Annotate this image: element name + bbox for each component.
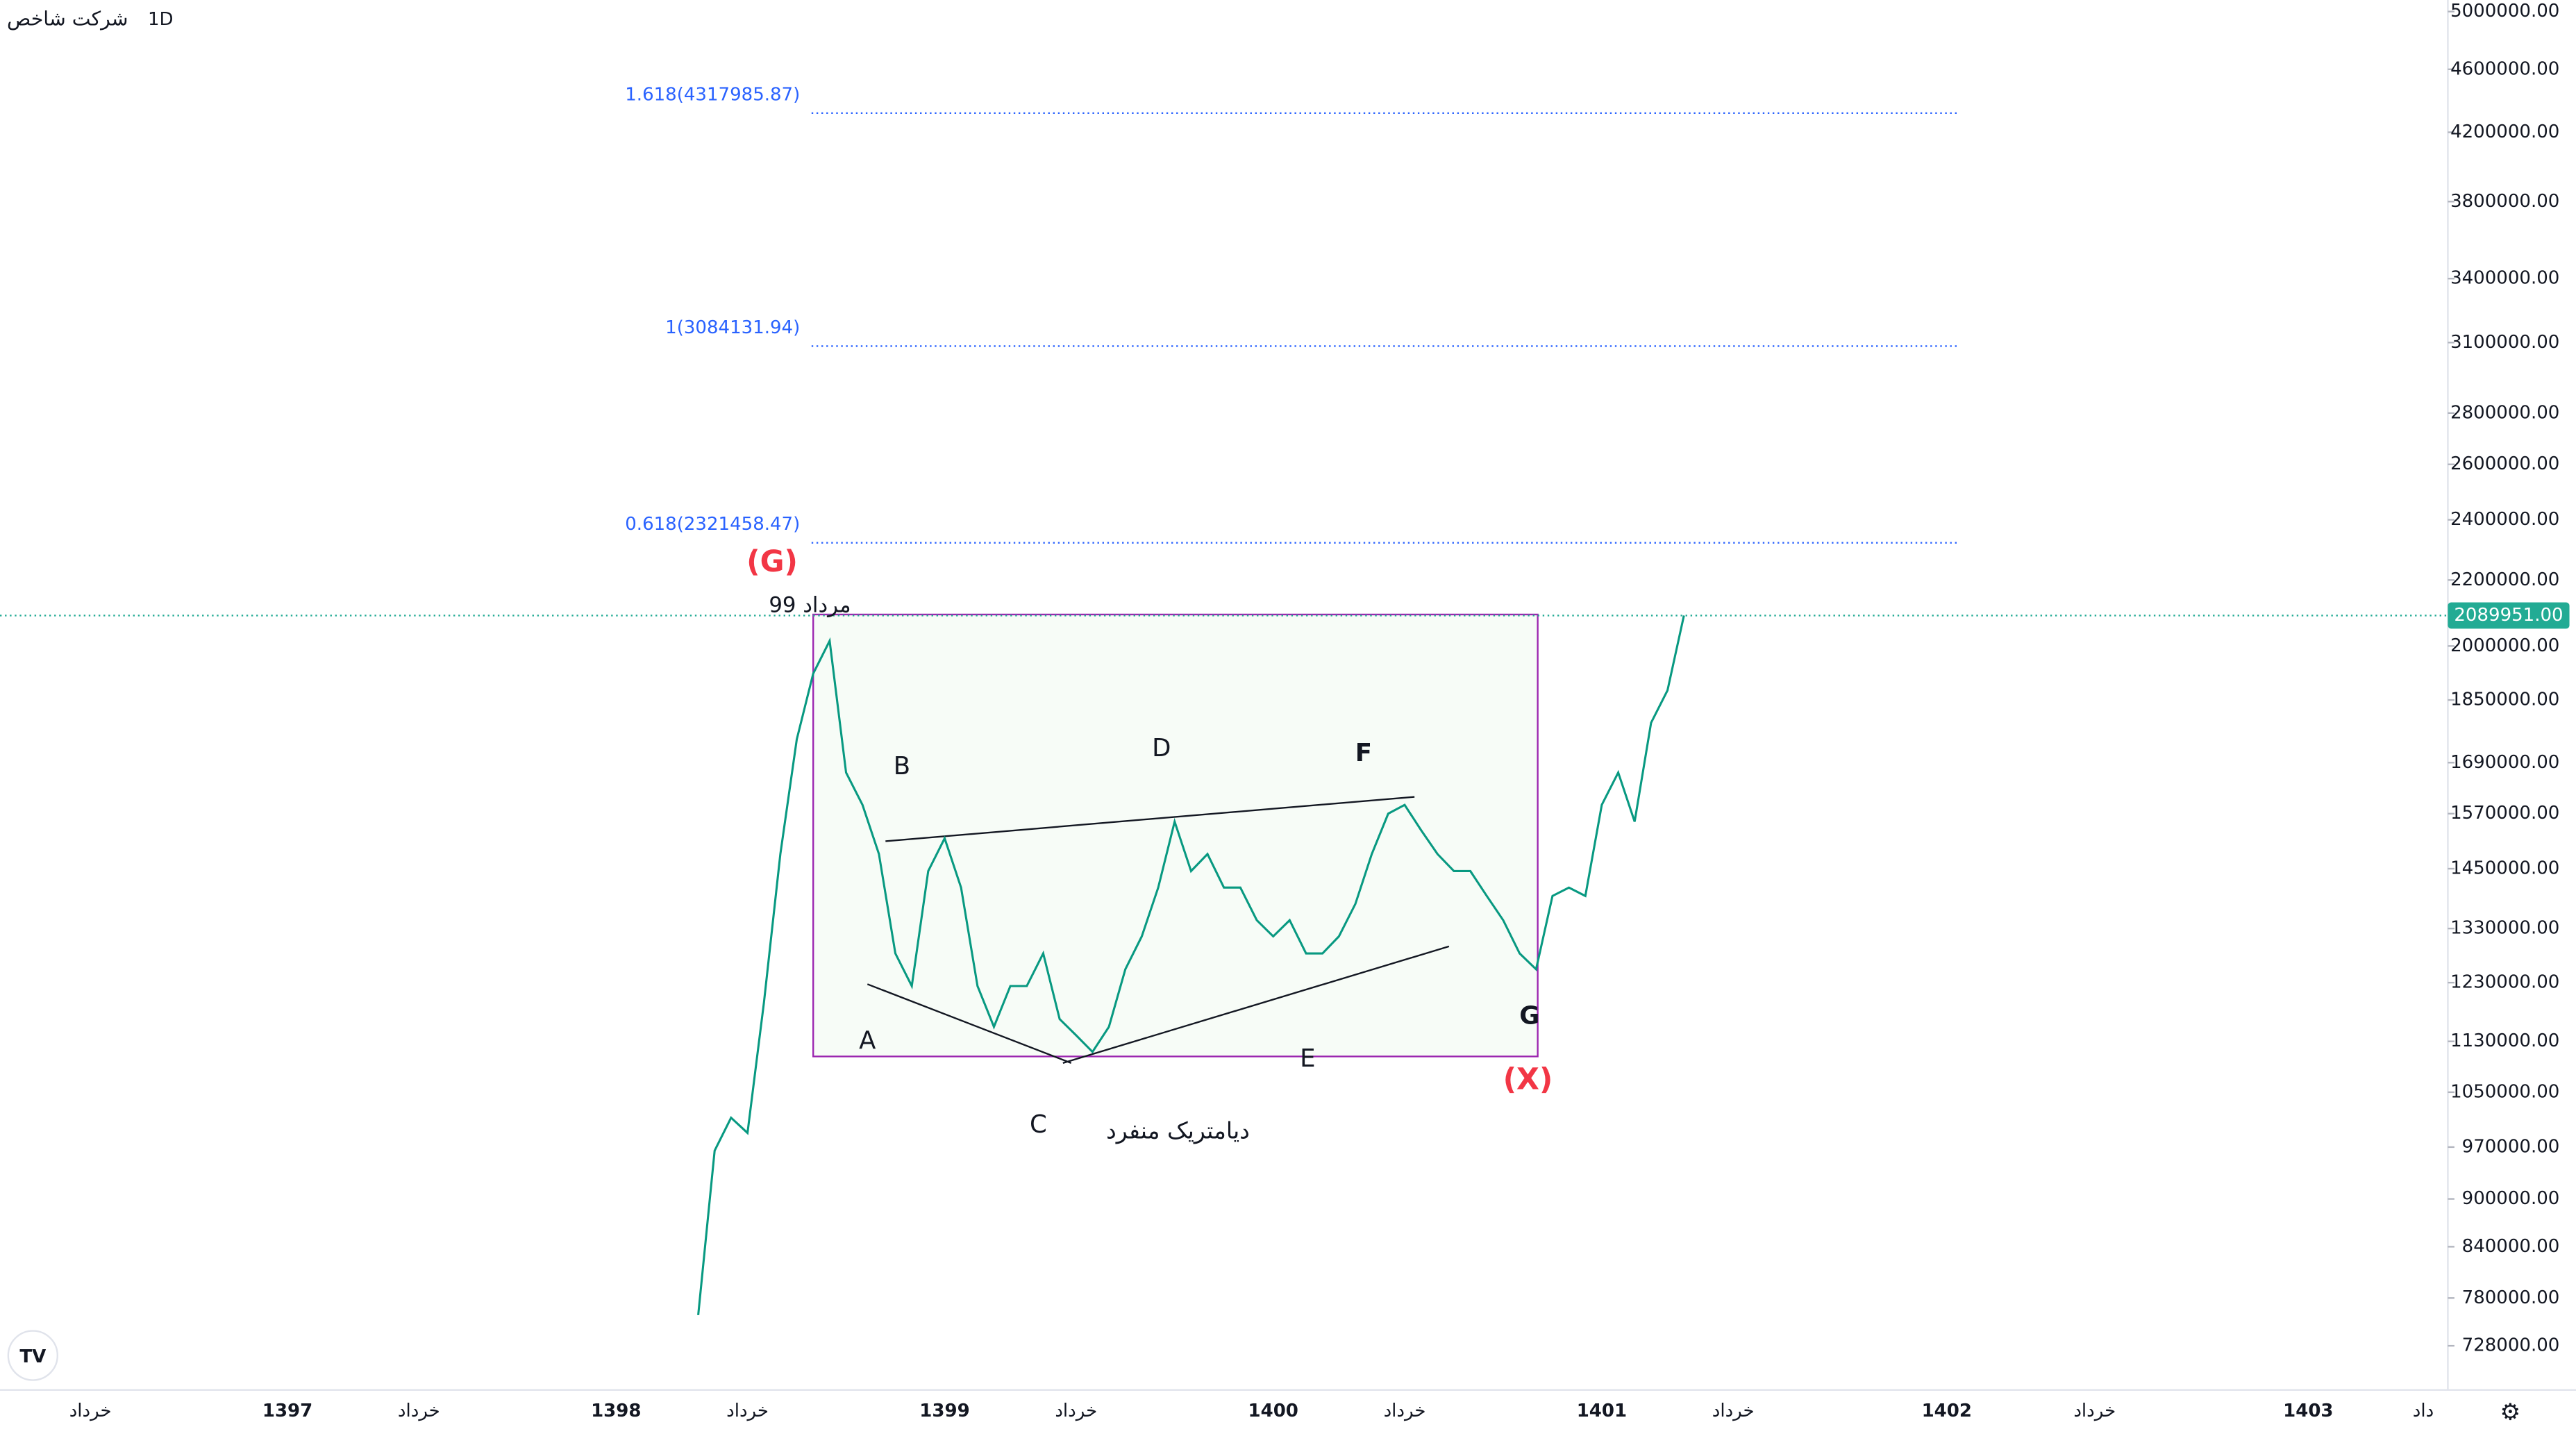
- wave-label: A: [859, 1026, 876, 1055]
- fib-label: 1.618(4317985.87): [625, 84, 800, 105]
- y-tick-label: 3100000.00: [2450, 332, 2559, 353]
- y-tick-label: 1330000.00: [2450, 918, 2559, 939]
- x-tick-label: 1402: [1922, 1401, 1972, 1421]
- x-tick-label: 1403: [2283, 1401, 2333, 1421]
- wave-label: دیامتریک منفرد: [1106, 1117, 1250, 1144]
- y-tick-label: 1230000.00: [2450, 972, 2559, 993]
- x-tick-label: خرداد: [69, 1401, 112, 1421]
- x-tick-label: خرداد: [398, 1401, 440, 1421]
- interval[interactable]: 1D: [148, 9, 174, 30]
- wave-label: F: [1355, 739, 1372, 767]
- wave-label: E: [1300, 1044, 1315, 1073]
- trend-line: [1062, 945, 1450, 1065]
- x-tick-label: خرداد: [1712, 1401, 1755, 1421]
- y-tick-label: 4600000.00: [2450, 58, 2559, 79]
- x-tick-label: خرداد: [2073, 1401, 2116, 1421]
- y-tick-label: 2600000.00: [2450, 453, 2559, 474]
- y-tick-label: 1850000.00: [2450, 690, 2559, 710]
- y-tick-label: 970000.00: [2462, 1136, 2560, 1157]
- x-tick-label: 1400: [1248, 1401, 1298, 1421]
- x-tick-label: داد: [2413, 1401, 2434, 1421]
- y-tick-label: 1050000.00: [2450, 1081, 2559, 1102]
- y-tick-label: 780000.00: [2462, 1287, 2560, 1308]
- last-price-label: 2089951.00: [2454, 605, 2563, 626]
- tv-logo[interactable]: TV: [7, 1330, 58, 1381]
- svg-text:TV: TV: [19, 1346, 46, 1367]
- y-tick-label: 5000000.00: [2450, 1, 2559, 22]
- y-tick-label: 840000.00: [2462, 1236, 2560, 1257]
- y-tick-label: 2400000.00: [2450, 509, 2559, 530]
- y-tick-label: 728000.00: [2462, 1335, 2560, 1356]
- y-tick-label: 900000.00: [2462, 1188, 2560, 1209]
- y-tick-label: 3400000.00: [2450, 268, 2559, 289]
- settings-icon[interactable]: ⚙: [2500, 1398, 2521, 1425]
- x-tick-label: 1401: [1577, 1401, 1627, 1421]
- x-tick-label: 1397: [262, 1401, 312, 1421]
- x-tick-label: خرداد: [1384, 1401, 1426, 1421]
- y-tick-label: 2000000.00: [2450, 635, 2559, 656]
- wave-label: C: [1030, 1110, 1047, 1139]
- x-tick-label: خرداد: [1055, 1401, 1097, 1421]
- y-tick-label: 1450000.00: [2450, 858, 2559, 879]
- y-tick-label: 2200000.00: [2450, 569, 2559, 590]
- y-tick-label: 2800000.00: [2450, 402, 2559, 423]
- wave-label: مرداد 99: [769, 593, 851, 618]
- pattern-box: [812, 613, 1539, 1058]
- wave-label: G: [1519, 1002, 1539, 1030]
- wave-label: (G): [746, 544, 798, 579]
- wave-label: B: [894, 752, 910, 780]
- last-price-badge: [2448, 602, 2570, 629]
- trend-line: [885, 796, 1415, 842]
- wave-label: D: [1152, 734, 1171, 762]
- trend-line: [867, 983, 1072, 1064]
- y-tick-label: 1690000.00: [2450, 752, 2559, 773]
- fib-label: 1(3084131.94): [665, 317, 800, 338]
- price-line: [697, 615, 1685, 1316]
- x-tick-label: خرداد: [726, 1401, 769, 1421]
- wave-label: (X): [1503, 1062, 1553, 1096]
- x-tick-label: 1399: [919, 1401, 969, 1421]
- symbol-title: شرکت شاخص: [7, 7, 128, 30]
- y-tick-label: 3800000.00: [2450, 191, 2559, 212]
- y-tick-label: 1570000.00: [2450, 803, 2559, 824]
- x-tick-label: 1398: [591, 1401, 641, 1421]
- fib-label: 0.618(2321458.47): [625, 514, 800, 535]
- y-tick-label: 4200000.00: [2450, 122, 2559, 142]
- y-tick-label: 1130000.00: [2450, 1030, 2559, 1051]
